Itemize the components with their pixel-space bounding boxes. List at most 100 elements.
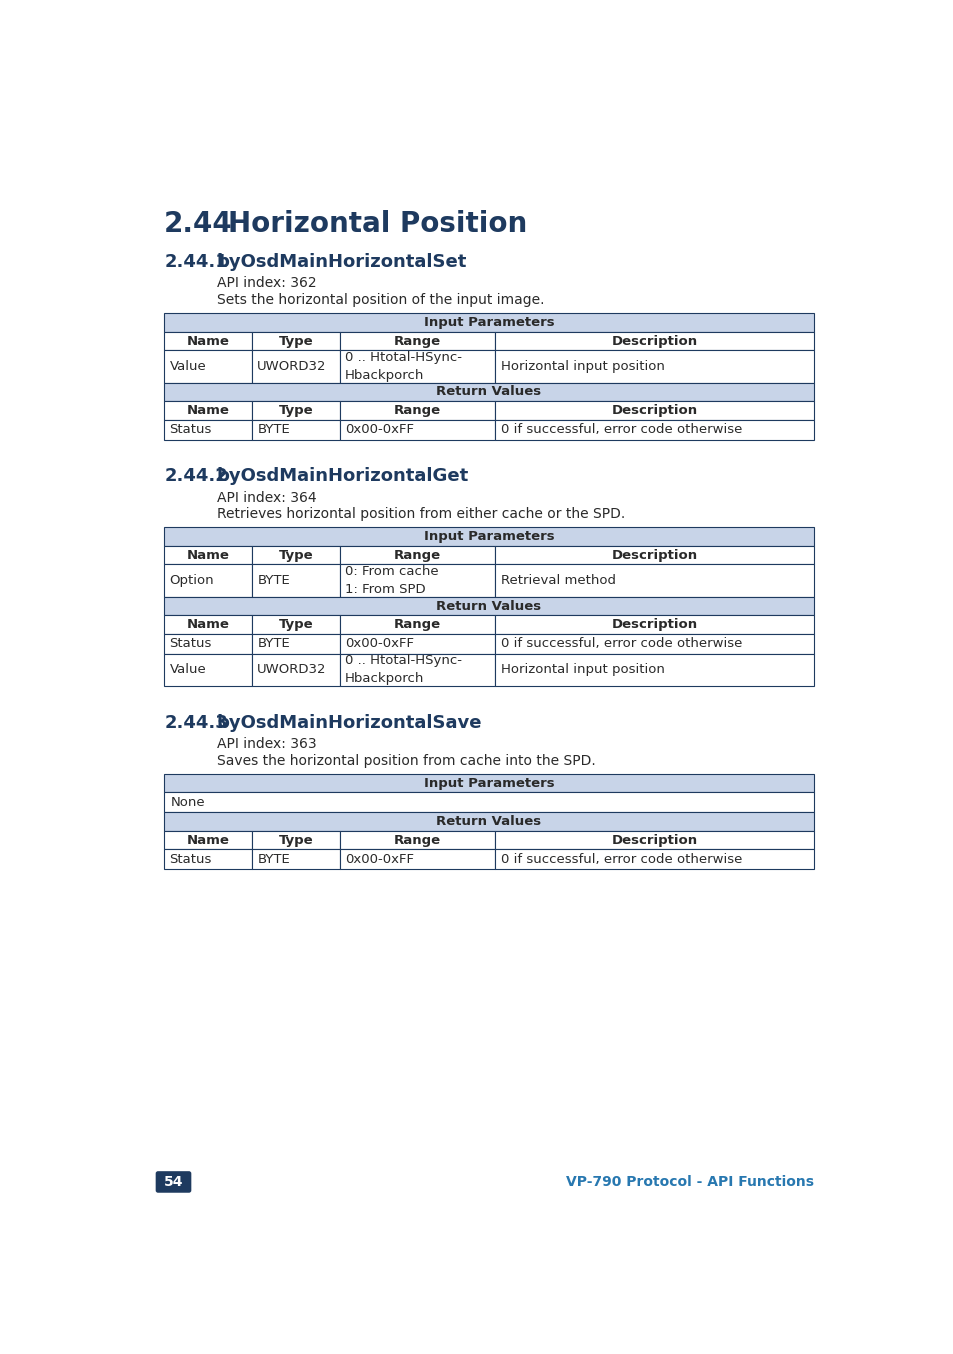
Text: 0 if successful, error code otherwise: 0 if successful, error code otherwise [500, 424, 741, 436]
Text: 2.44.3: 2.44.3 [164, 714, 228, 731]
Bar [164, 849, 252, 869]
Bar [339, 420, 495, 440]
Text: Type: Type [278, 403, 313, 417]
Text: Range: Range [394, 617, 440, 631]
Bar [339, 351, 495, 383]
Bar [164, 774, 813, 792]
FancyBboxPatch shape [155, 1171, 192, 1193]
Bar [339, 401, 495, 420]
Bar [164, 565, 252, 597]
Text: UWORD32: UWORD32 [257, 663, 327, 677]
Bar [495, 351, 813, 383]
Text: Option: Option [170, 574, 214, 588]
Text: Retrieval method: Retrieval method [500, 574, 616, 588]
Text: 54: 54 [164, 1175, 183, 1189]
Bar [495, 401, 813, 420]
Text: Status: Status [170, 424, 212, 436]
Text: Name: Name [187, 834, 230, 846]
Bar [252, 634, 339, 654]
Bar [252, 565, 339, 597]
Text: API index: 362: API index: 362 [216, 276, 316, 291]
Text: 0 .. Htotal-HSync-
Hbackporch: 0 .. Htotal-HSync- Hbackporch [345, 654, 461, 685]
Text: Description: Description [611, 834, 697, 846]
Text: None: None [171, 796, 205, 808]
Text: Range: Range [394, 834, 440, 846]
Text: 2.44.2: 2.44.2 [164, 467, 228, 485]
Bar [339, 849, 495, 869]
Bar [164, 528, 813, 546]
Text: Horizontal input position: Horizontal input position [500, 663, 664, 677]
Text: API index: 364: API index: 364 [216, 490, 316, 505]
Bar [252, 401, 339, 420]
Text: Input Parameters: Input Parameters [423, 777, 554, 789]
Text: BYTE: BYTE [257, 853, 290, 865]
Text: Type: Type [278, 334, 313, 348]
Text: 0x00-0xFF: 0x00-0xFF [345, 638, 414, 650]
Bar [252, 831, 339, 849]
Bar [339, 332, 495, 351]
Bar [164, 792, 813, 812]
Text: Input Parameters: Input Parameters [423, 315, 554, 329]
Text: byOsdMainHorizontalSet: byOsdMainHorizontalSet [216, 253, 467, 271]
Bar [339, 565, 495, 597]
Text: 0 .. Htotal-HSync-
Hbackporch: 0 .. Htotal-HSync- Hbackporch [345, 351, 461, 382]
Text: Description: Description [611, 403, 697, 417]
Text: Return Values: Return Values [436, 815, 541, 829]
Bar [252, 420, 339, 440]
Bar [339, 654, 495, 686]
Text: Type: Type [278, 617, 313, 631]
Text: 0x00-0xFF: 0x00-0xFF [345, 424, 414, 436]
Text: 2.44.1: 2.44.1 [164, 253, 228, 271]
Bar [164, 831, 252, 849]
Bar [339, 634, 495, 654]
Text: Description: Description [611, 548, 697, 562]
Bar [495, 654, 813, 686]
Text: Value: Value [170, 360, 206, 374]
Bar [252, 615, 339, 634]
Text: Description: Description [611, 334, 697, 348]
Bar [252, 654, 339, 686]
Text: Description: Description [611, 617, 697, 631]
Text: Value: Value [170, 663, 206, 677]
Text: Return Values: Return Values [436, 386, 541, 398]
Text: Name: Name [187, 617, 230, 631]
Text: Input Parameters: Input Parameters [423, 531, 554, 543]
Bar [164, 420, 252, 440]
Text: Type: Type [278, 834, 313, 846]
Bar [252, 849, 339, 869]
Text: 0x00-0xFF: 0x00-0xFF [345, 853, 414, 865]
Bar [164, 615, 252, 634]
Text: Name: Name [187, 403, 230, 417]
Bar [339, 615, 495, 634]
Bar [495, 546, 813, 565]
Text: 2.44: 2.44 [164, 210, 233, 238]
Text: byOsdMainHorizontalSave: byOsdMainHorizontalSave [216, 714, 482, 731]
Bar [164, 654, 252, 686]
Bar [495, 634, 813, 654]
Text: byOsdMainHorizontalGet: byOsdMainHorizontalGet [216, 467, 469, 485]
Bar [252, 351, 339, 383]
Text: BYTE: BYTE [257, 574, 290, 588]
Bar [339, 546, 495, 565]
Text: Sets the horizontal position of the input image.: Sets the horizontal position of the inpu… [216, 294, 544, 307]
Bar [495, 420, 813, 440]
Text: Range: Range [394, 403, 440, 417]
Text: Return Values: Return Values [436, 600, 541, 612]
Text: Status: Status [170, 638, 212, 650]
Bar [164, 546, 252, 565]
Text: 0 if successful, error code otherwise: 0 if successful, error code otherwise [500, 638, 741, 650]
Bar [164, 351, 252, 383]
Bar [495, 332, 813, 351]
Bar [164, 634, 252, 654]
Bar [164, 812, 813, 831]
Bar [495, 615, 813, 634]
Text: VP-790 Protocol - API Functions: VP-790 Protocol - API Functions [565, 1175, 813, 1189]
Bar [495, 565, 813, 597]
Bar [339, 831, 495, 849]
Text: UWORD32: UWORD32 [257, 360, 327, 374]
Text: API index: 363: API index: 363 [216, 737, 316, 751]
Text: Horizontal Position: Horizontal Position [228, 210, 526, 238]
Bar [164, 401, 252, 420]
Text: Retrieves horizontal position from either cache or the SPD.: Retrieves horizontal position from eithe… [216, 508, 624, 521]
Text: 0 if successful, error code otherwise: 0 if successful, error code otherwise [500, 853, 741, 865]
